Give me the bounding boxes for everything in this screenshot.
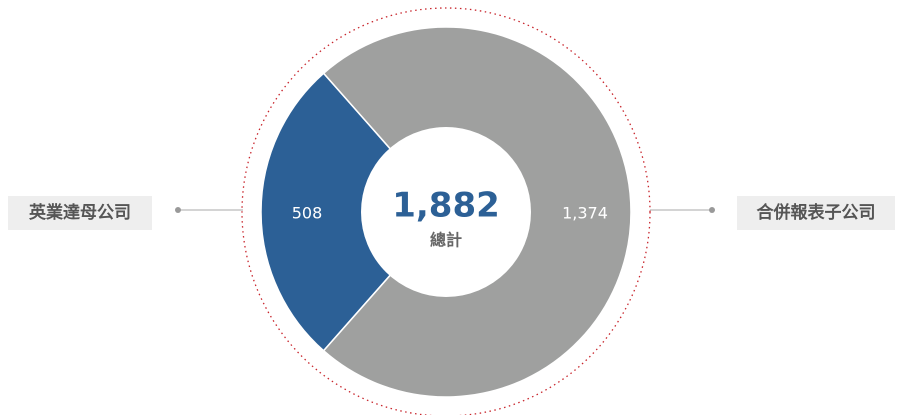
- center-text: 總計: [430, 231, 462, 250]
- value-label: 1,374: [562, 204, 608, 223]
- center-hole: [361, 127, 531, 297]
- category-label: 合併報表子公司: [757, 202, 876, 223]
- leader-dot: [175, 207, 181, 213]
- slice: [260, 72, 448, 352]
- outer-ring: [241, 7, 651, 415]
- center-value: 1,882: [392, 186, 500, 226]
- label-box: [737, 196, 895, 230]
- leader-dot: [709, 207, 715, 213]
- label-box: [8, 196, 152, 230]
- value-label: 508: [292, 204, 323, 223]
- category-label: 英業達母公司: [29, 202, 131, 223]
